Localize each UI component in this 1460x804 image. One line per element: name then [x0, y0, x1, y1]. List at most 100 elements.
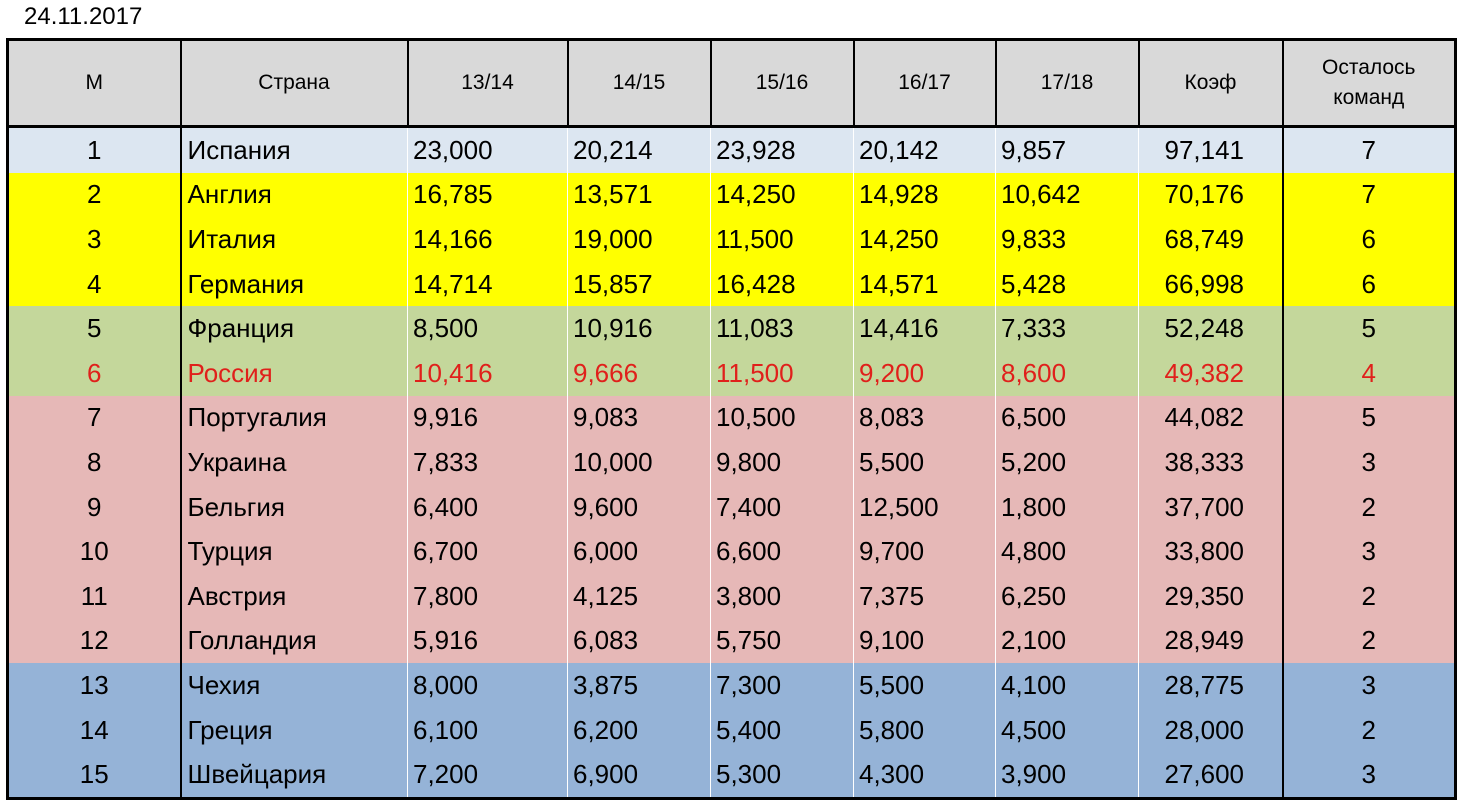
header-season-17-18: 17/18 [994, 39, 1139, 128]
cell-coef: 49,382 [1164, 357, 1245, 388]
cell-season-17-18: 8,600 [1001, 357, 1067, 388]
cell-season-15-16: 23,928 [716, 134, 796, 165]
cell-season-17-18: 5,428 [1001, 268, 1067, 299]
cell-season-15-16: 5,750 [716, 625, 782, 656]
cell-season-13-14: 6,400 [413, 491, 479, 522]
cell-rank: 12 [79, 625, 109, 656]
cell-season-15-16: 16,428 [716, 268, 796, 299]
header-season-13-14: 13/14 [406, 39, 568, 128]
cell-season-17-18: 5,200 [1001, 446, 1067, 477]
cell-season-13-14: 9,916 [413, 402, 479, 433]
cell-teams-left: 4 [1281, 350, 1456, 396]
cell-season-13-14: 14,166 [413, 223, 493, 254]
cell-season-16-17: 9,200 [859, 357, 925, 388]
cell-season-15-16: 11,500 [716, 357, 794, 388]
cell-season-17-18: 1,800 [1001, 491, 1067, 522]
cell-teams-left: 5 [1281, 306, 1456, 351]
cell-rank: 7 [87, 402, 102, 433]
cell-season-14-15: 10,000 [573, 446, 653, 477]
cell-country: Испания [179, 126, 408, 173]
cell-coef: 97,141 [1164, 134, 1245, 165]
cell-season-17-18: 4,100 [1001, 669, 1067, 700]
cell-season-14-15: 9,083 [573, 402, 639, 433]
cell-season-16-17: 14,416 [859, 313, 939, 344]
table-row: 10 Турция 6,700 6,000 6,600 9,700 4,800 33,800 3 [7, 529, 1456, 574]
cell-rank: 5 [87, 313, 102, 344]
cell-season-15-16: 11,500 [716, 223, 794, 254]
header-season-16-17: 16/17 [852, 39, 996, 128]
cell-season-13-14: 7,800 [413, 580, 479, 611]
header-coef: Коэф [1137, 39, 1283, 128]
cell-season-15-16: 11,083 [716, 313, 794, 344]
cell-season-14-15: 10,916 [573, 313, 653, 344]
header-teams-line1: Осталось [1321, 56, 1416, 79]
cell-teams-left: 2 [1281, 484, 1456, 530]
cell-season-13-14: 14,714 [413, 268, 493, 299]
cell-season-15-16: 14,250 [716, 179, 796, 210]
table-row: 12 Голландия 5,916 6,083 5,750 9,100 2,100 28,9… [7, 618, 1456, 664]
cell-season-16-17: 14,571 [859, 268, 939, 299]
cell-season-17-18: 9,833 [1001, 223, 1067, 254]
cell-rank: 11 [80, 580, 108, 611]
cell-season-16-17: 8,083 [859, 402, 925, 433]
cell-season-14-15: 6,000 [573, 536, 639, 567]
cell-rank: 14 [79, 714, 109, 745]
cell-season-15-16: 3,800 [716, 580, 782, 611]
cell-coef: 28,000 [1164, 714, 1245, 745]
header-m: М [7, 39, 181, 128]
cell-season-14-15: 13,571 [573, 179, 653, 210]
cell-rank: 4 [87, 268, 102, 299]
cell-coef: 66,998 [1164, 268, 1245, 299]
cell-rank: 10 [79, 536, 109, 567]
cell-teams-left: 2 [1281, 618, 1456, 664]
cell-season-17-18: 7,333 [1001, 313, 1067, 344]
cell-rank: 15 [79, 759, 109, 790]
cell-teams-left: 2 [1281, 707, 1456, 753]
cell-teams-left: 3 [1281, 440, 1456, 485]
cell-rank: 3 [87, 223, 102, 254]
cell-season-14-15: 6,900 [573, 759, 639, 790]
cell-country: Голландия [179, 618, 408, 664]
cell-teams-left: 3 [1281, 752, 1456, 799]
table-header: М Страна 13/14 14/15 15/16 16/17 17/18 К… [7, 39, 1456, 128]
cell-season-17-18: 6,500 [1001, 402, 1067, 433]
cell-country: Бельгия [179, 484, 408, 530]
cell-rank: 8 [87, 446, 102, 477]
cell-season-17-18: 9,857 [1001, 134, 1067, 165]
cell-season-14-15: 6,083 [573, 625, 639, 656]
cell-season-17-18: 3,900 [1001, 759, 1067, 790]
cell-rank: 13 [79, 669, 109, 700]
cell-country: Швейцария [179, 752, 408, 799]
header-season-14-15: 14/15 [566, 39, 711, 128]
table-row: 11 Австрия 7,800 4,125 3,800 7,375 6,250 29,350… [7, 573, 1456, 619]
cell-coef: 38,333 [1164, 446, 1245, 477]
cell-coef: 27,600 [1164, 759, 1245, 790]
cell-coef: 33,800 [1164, 536, 1245, 567]
cell-season-14-15: 19,000 [573, 223, 653, 254]
cell-season-14-15: 6,200 [573, 714, 639, 745]
cell-season-14-15: 15,857 [573, 268, 653, 299]
cell-season-13-14: 7,200 [413, 759, 479, 790]
cell-coef: 44,082 [1164, 402, 1245, 433]
cell-teams-left: 5 [1281, 395, 1456, 441]
cell-teams-left: 7 [1281, 172, 1456, 218]
cell-coef: 29,350 [1164, 580, 1245, 611]
cell-teams-left: 7 [1281, 126, 1456, 173]
cell-season-16-17: 5,800 [859, 714, 925, 745]
header-row: М Страна 13/14 14/15 15/16 16/17 17/18 К… [7, 39, 1456, 128]
cell-season-13-14: 8,500 [413, 313, 479, 344]
cell-teams-left: 6 [1281, 261, 1456, 307]
table-row: 15 Швейцария 7,200 6,900 5,300 4,300 3,900 27,6… [7, 752, 1456, 799]
cell-season-16-17: 14,928 [859, 179, 939, 210]
cell-coef: 28,775 [1164, 669, 1245, 700]
cell-season-17-18: 4,500 [1001, 714, 1067, 745]
table-date: 24.11.2017 [24, 3, 143, 30]
cell-season-15-16: 5,300 [716, 759, 782, 790]
cell-season-13-14: 23,000 [413, 134, 493, 165]
cell-season-13-14: 8,000 [413, 669, 479, 700]
cell-rank: 9 [87, 491, 102, 522]
cell-season-14-15: 3,875 [573, 669, 639, 700]
cell-season-13-14: 7,833 [413, 446, 479, 477]
cell-country: Португалия [179, 395, 408, 441]
cell-season-15-16: 7,400 [716, 491, 782, 522]
